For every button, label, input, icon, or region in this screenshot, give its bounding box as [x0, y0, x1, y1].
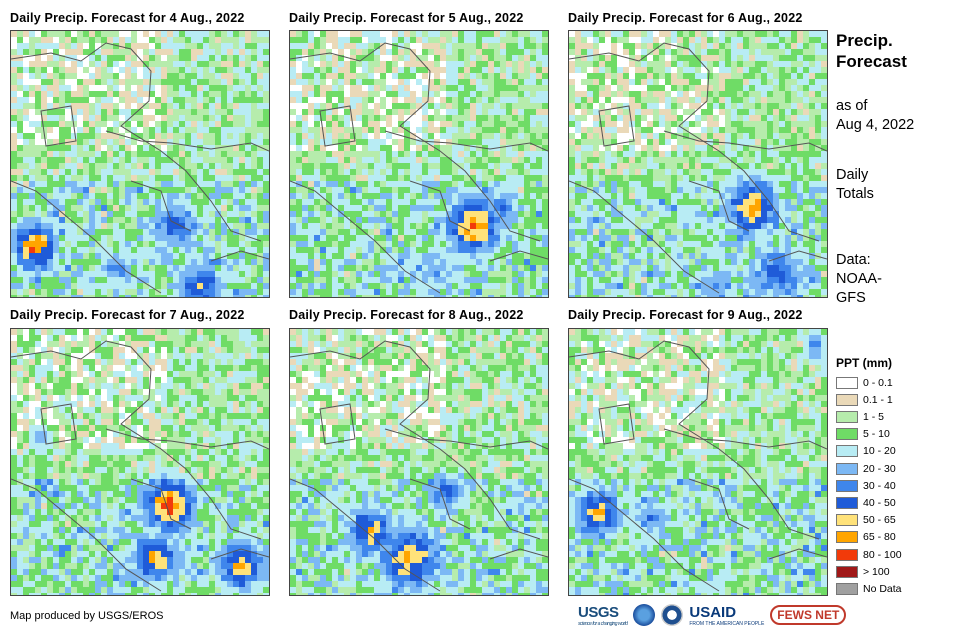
- legend-label: 65 - 80: [863, 531, 896, 544]
- daily-totals-text: Daily Totals: [836, 166, 874, 204]
- map-canvas-5: [290, 329, 548, 595]
- panel-title-1: Daily Precip. Forecast for 4 Aug., 2022: [10, 11, 245, 25]
- legend-swatch: [836, 514, 858, 527]
- map-canvas-4: [11, 329, 269, 595]
- noaa-logo-icon: [633, 604, 656, 626]
- data-source-text: Data: NOAA- GFS: [836, 251, 882, 308]
- legend-item: 0.1 - 1: [836, 391, 893, 408]
- legend-label: 50 - 65: [863, 514, 896, 527]
- panel-title-5: Daily Precip. Forecast for 8 Aug., 2022: [289, 308, 524, 322]
- legend-label: 0 - 0.1: [863, 376, 893, 389]
- legend-label: 1 - 5: [863, 410, 885, 423]
- legend-label: 20 - 30: [863, 462, 896, 475]
- legend-item: 40 - 50: [836, 494, 896, 511]
- data-source-line2: NOAA-: [836, 271, 882, 287]
- legend-swatch: [836, 548, 858, 561]
- panel-title-2: Daily Precip. Forecast for 5 Aug., 2022: [289, 11, 524, 25]
- footer-logos: USGS science for a changing world USAID …: [578, 600, 847, 630]
- data-source-line3: GFS: [836, 290, 866, 306]
- map-canvas-2: [290, 31, 548, 297]
- legend-swatch: [836, 565, 858, 578]
- legend-item: 1 - 5: [836, 408, 884, 425]
- usgs-logo-text: USGS: [578, 603, 619, 621]
- legend-item: 0 - 0.1: [836, 374, 893, 391]
- daily-totals-line1: Daily: [836, 167, 869, 183]
- legend-title: PPT (mm): [836, 356, 893, 370]
- forecast-map-5: [289, 328, 549, 596]
- legend-swatch: [836, 462, 858, 475]
- legend-item: 5 - 10: [836, 426, 890, 443]
- legend-swatch: [836, 479, 858, 492]
- legend-item: 50 - 65: [836, 512, 896, 529]
- legend-item: 10 - 20: [836, 443, 896, 460]
- usgs-logo: USGS science for a changing world: [578, 603, 628, 627]
- forecast-map-4: [10, 328, 270, 596]
- fewsnet-logo: FEWS NET: [770, 605, 847, 625]
- data-source-line1: Data:: [836, 252, 871, 268]
- legend-label: 30 - 40: [863, 479, 896, 492]
- legend-swatch: [836, 531, 858, 544]
- legend-swatch: [836, 428, 858, 441]
- sidebar-title-line1: Precip.: [836, 31, 893, 50]
- forecast-map-3: [568, 30, 828, 298]
- legend-item: 20 - 30: [836, 460, 896, 477]
- legend-swatch: [836, 393, 858, 406]
- map-canvas-6: [569, 329, 827, 595]
- legend-swatch: [836, 582, 858, 595]
- usgs-tagline: science for a changing world: [578, 620, 628, 627]
- sidebar-title: Precip. Forecast: [836, 30, 907, 72]
- panel-title-4: Daily Precip. Forecast for 7 Aug., 2022: [10, 308, 245, 322]
- legend-label: 80 - 100: [863, 548, 902, 561]
- legend-item: > 100: [836, 563, 890, 580]
- forecast-map-2: [289, 30, 549, 298]
- map-credit: Map produced by USGS/EROS: [10, 610, 164, 622]
- as-of-date: Aug 4, 2022: [836, 117, 915, 133]
- legend-label: No Data: [863, 582, 902, 595]
- legend-label: 40 - 50: [863, 496, 896, 509]
- usaid-logo-text: USAID: [689, 603, 737, 621]
- legend-swatch: [836, 445, 858, 458]
- legend-item: 65 - 80: [836, 529, 896, 546]
- forecast-map-6: [568, 328, 828, 596]
- legend-label: 0.1 - 1: [863, 393, 893, 406]
- map-canvas-1: [11, 31, 269, 297]
- panel-title-6: Daily Precip. Forecast for 9 Aug., 2022: [568, 308, 803, 322]
- legend-label: > 100: [863, 565, 890, 578]
- map-canvas-3: [569, 31, 827, 297]
- sidebar-title-line2: Forecast: [836, 52, 907, 71]
- panel-title-3: Daily Precip. Forecast for 6 Aug., 2022: [568, 11, 803, 25]
- forecast-map-1: [10, 30, 270, 298]
- as-of-label: as of: [836, 98, 868, 114]
- legend-item: 30 - 40: [836, 477, 896, 494]
- as-of-text: as of Aug 4, 2022: [836, 97, 914, 135]
- legend-label: 5 - 10: [863, 428, 890, 441]
- legend-swatch: [836, 376, 858, 389]
- legend-swatch: [836, 410, 858, 423]
- daily-totals-line2: Totals: [836, 186, 874, 202]
- usaid-seal-icon: [661, 604, 684, 626]
- legend-label: 10 - 20: [863, 445, 896, 458]
- legend-item: No Data: [836, 580, 902, 597]
- usaid-logo: USAID FROM THE AMERICAN PEOPLE: [689, 604, 764, 627]
- legend-item: 80 - 100: [836, 546, 902, 563]
- usaid-tagline: FROM THE AMERICAN PEOPLE: [689, 620, 765, 627]
- legend-swatch: [836, 496, 858, 509]
